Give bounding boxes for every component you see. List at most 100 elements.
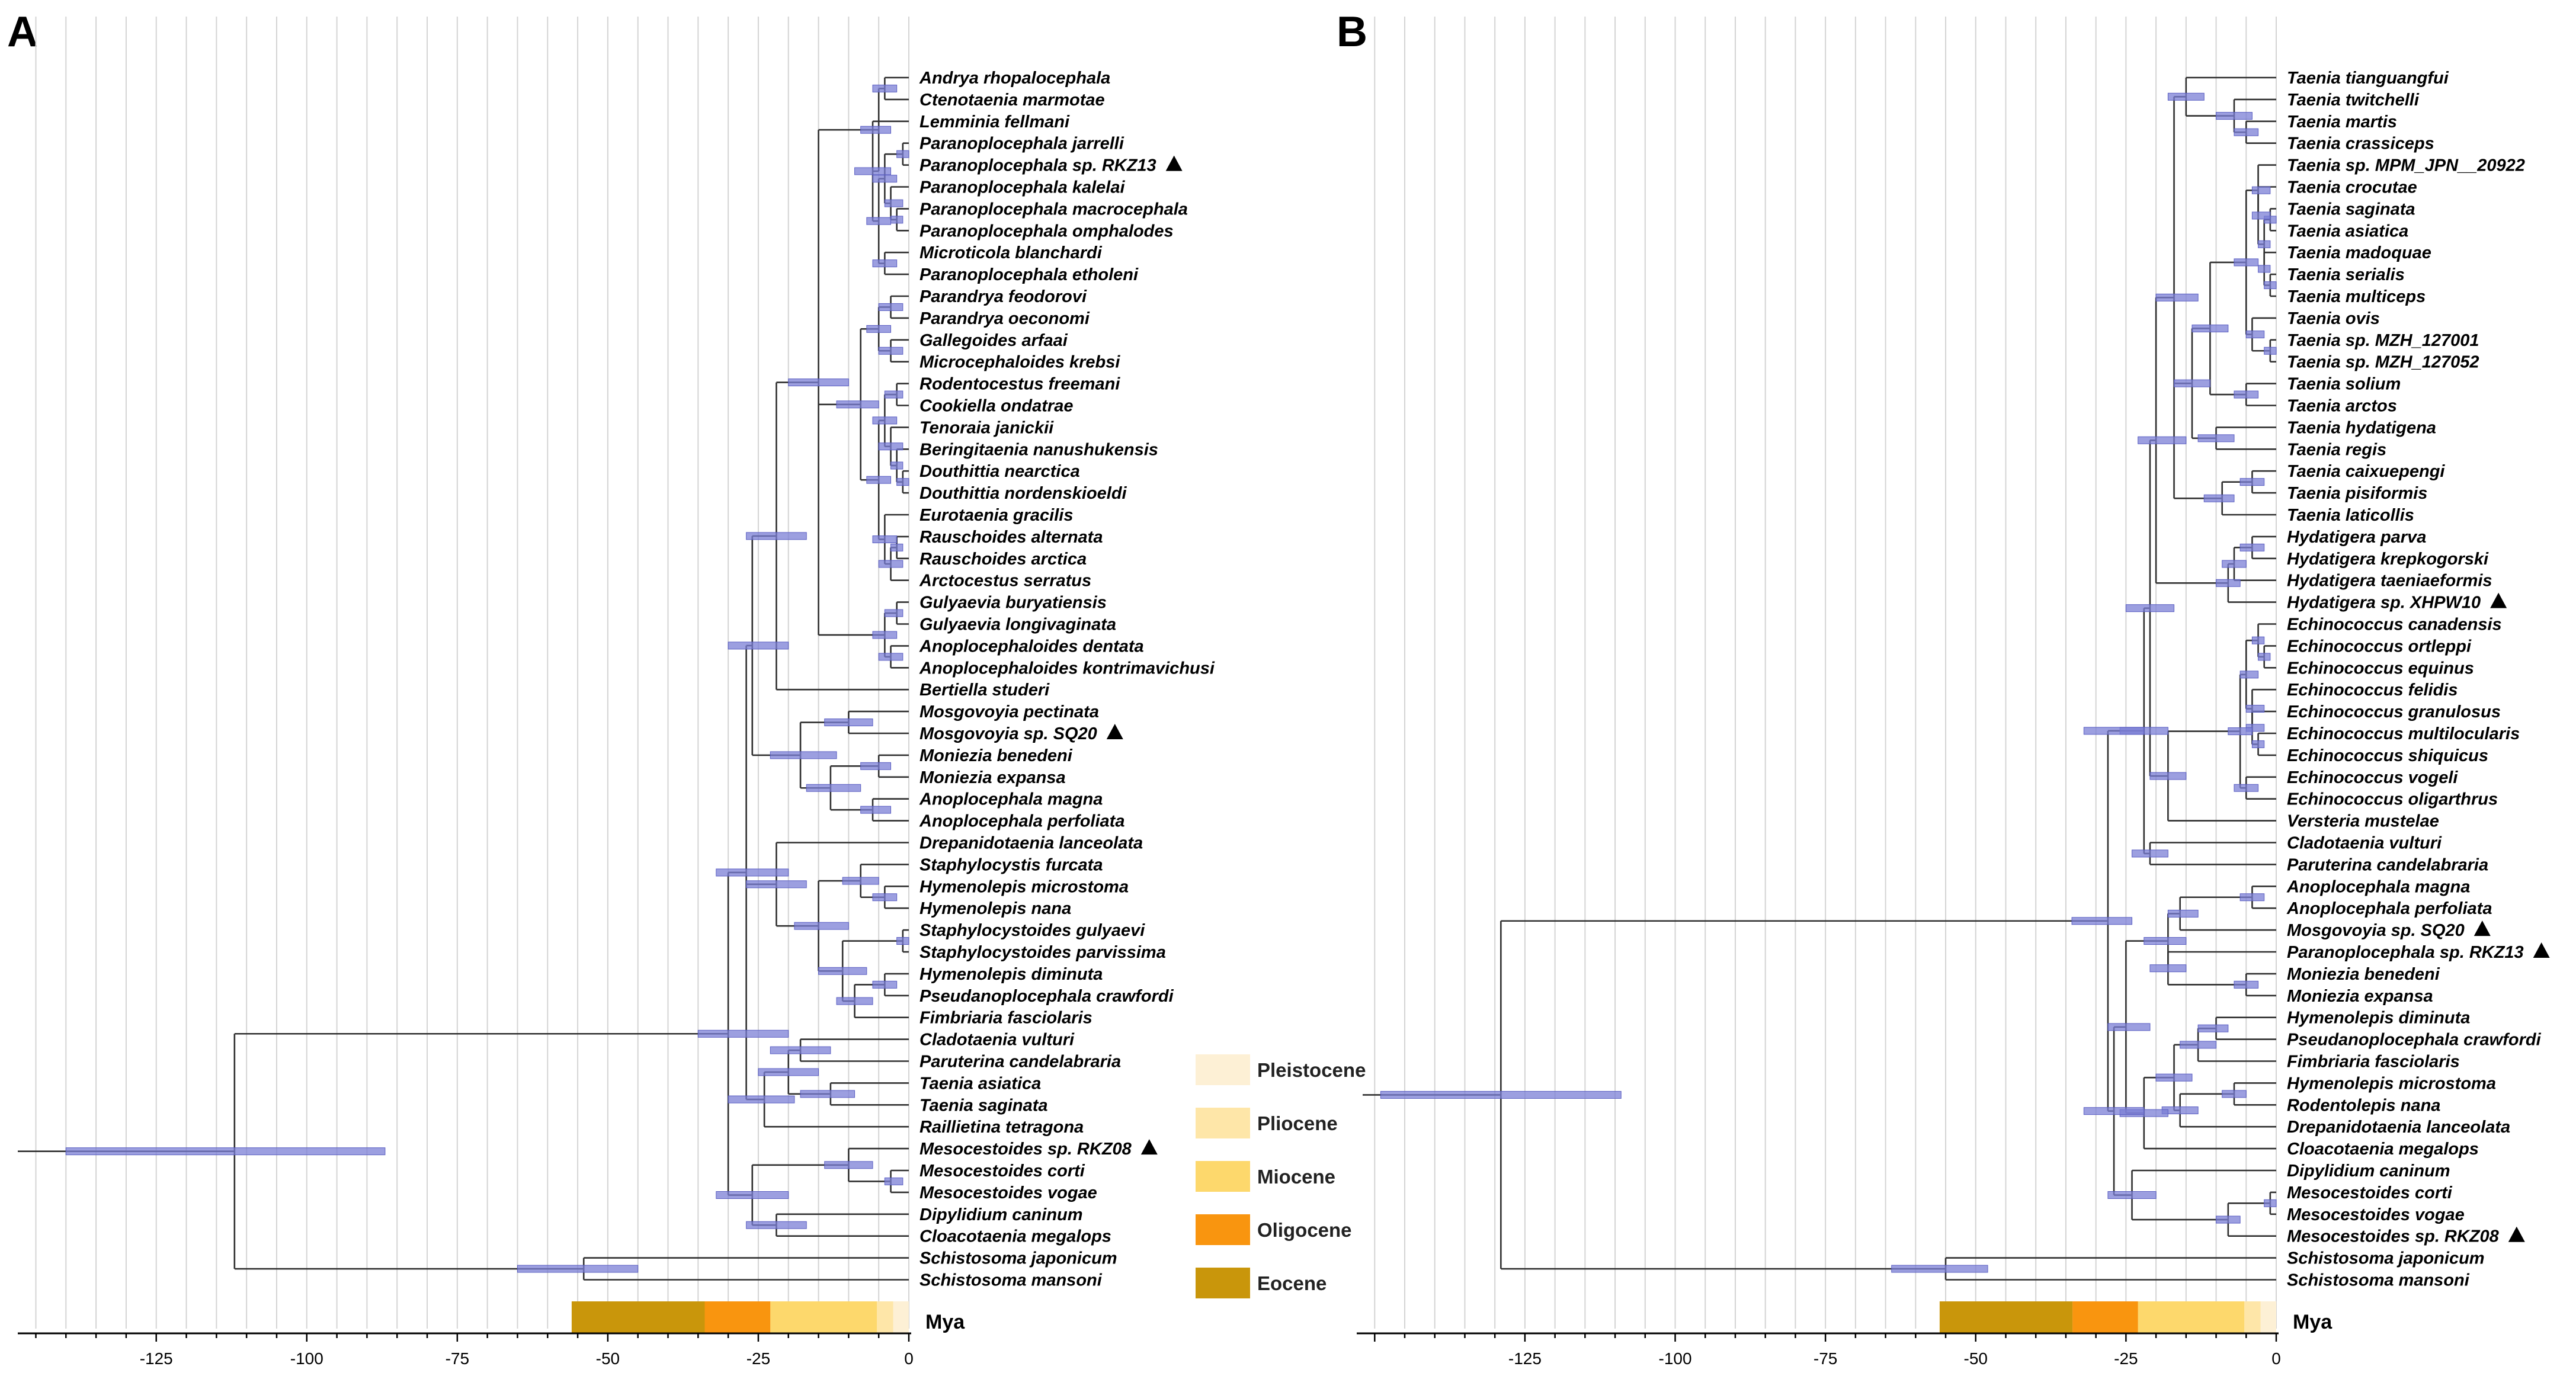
hpd-interval-bar	[872, 416, 898, 425]
hpd-interval-bar	[806, 784, 861, 792]
hpd-interval-bar	[878, 560, 903, 568]
new-sample-triangle-icon	[1106, 724, 1123, 739]
taxon-label: Staphylocystoides parvissima	[919, 943, 1166, 962]
taxon-label: Echinococcus shiquicus	[2287, 746, 2488, 765]
legend-label-eocene: Eocene	[1257, 1272, 1327, 1294]
hpd-interval-bar	[2149, 772, 2187, 780]
hpd-interval-bar	[2245, 704, 2265, 713]
hpd-interval-bar	[884, 390, 903, 399]
new-sample-triangle-icon	[1140, 1139, 1158, 1155]
hpd-interval-bar	[890, 216, 903, 224]
hpd-interval-bar	[872, 893, 898, 902]
taxon-label: Dipylidium caninum	[919, 1205, 1083, 1224]
taxon-label: Taenia saginata	[2287, 200, 2415, 219]
hpd-interval-bar	[2239, 543, 2265, 551]
taxon-label: Taenia madoquae	[2287, 243, 2431, 262]
hpd-interval-bar	[866, 217, 892, 225]
hpd-interval-bar	[2197, 1024, 2229, 1032]
hpd-interval-bar	[716, 1191, 789, 1199]
hpd-interval-bar	[842, 877, 879, 885]
taxon-label: Taenia crocutae	[2287, 178, 2417, 197]
hpd-interval-bar	[872, 259, 898, 268]
epoch-segment-oligocene	[2072, 1301, 2138, 1333]
taxon-label: Taenia martis	[2287, 113, 2397, 131]
taxon-label: Taenia multiceps	[2287, 287, 2426, 306]
epoch-segment-pleistocene	[893, 1301, 909, 1333]
taxon-label: Bertiella studeri	[919, 681, 1050, 700]
taxon-label: Hydatigera krepkogorski	[2287, 550, 2489, 569]
epoch-segment-pleistocene	[2260, 1301, 2276, 1333]
taxon-label: Paranoplocephala macrocephala	[919, 200, 1188, 219]
taxon-label: Moniezia expansa	[919, 768, 1066, 787]
hpd-interval-bar	[65, 1147, 386, 1156]
epoch-segment-miocene	[2138, 1301, 2245, 1333]
taxon-label: Raillietina tetragona	[919, 1118, 1084, 1137]
hpd-interval-bar	[872, 631, 898, 639]
taxon-label: Drepanidotaenia lanceolata	[919, 834, 1143, 853]
taxon-label: Echinococcus vogeli	[2287, 768, 2458, 787]
taxon-label: Douthittia nearctica	[919, 462, 1080, 481]
hpd-interval-bar	[2258, 240, 2271, 248]
hpd-interval-bar	[1891, 1265, 1988, 1273]
taxon-label: Andrya rhopalocephala	[919, 69, 1110, 88]
taxon-label: Echinococcus ortleppi	[2287, 637, 2472, 656]
hpd-interval-bar	[2251, 211, 2271, 220]
taxon-label: Staphylocystis furcata	[919, 855, 1103, 874]
hpd-interval-bar	[824, 1161, 873, 1169]
taxon-label: Echinococcus equinus	[2287, 659, 2474, 678]
hpd-interval-bar	[872, 535, 898, 544]
hpd-interval-bar	[866, 325, 892, 333]
axis-unit-label: Mya	[925, 1311, 965, 1333]
hpd-interval-bar	[2107, 1191, 2157, 1199]
hpd-interval-bar	[746, 532, 807, 540]
taxon-label: Ctenotaenia marmotae	[919, 91, 1105, 110]
hpd-interval-bar	[872, 980, 898, 989]
hpd-interval-bar	[2234, 128, 2259, 136]
hpd-interval-bar	[2071, 917, 2133, 925]
taxon-label: Gallegoides arfaai	[919, 331, 1068, 350]
taxon-label: Taenia pisiformis	[2287, 484, 2427, 503]
taxon-label: Beringitaenia nanushukensis	[919, 440, 1158, 459]
taxon-label: Taenia asiatica	[919, 1074, 1041, 1093]
legend-swatch-miocene	[1196, 1161, 1250, 1192]
axis-unit-label: Mya	[2293, 1311, 2333, 1333]
taxon-label: Moniezia expansa	[2287, 987, 2433, 1006]
legend-swatch-pliocene	[1196, 1108, 1250, 1138]
taxon-label: Taenia saginata	[919, 1096, 1048, 1115]
taxon-label: Cladotaenia vulturi	[2287, 834, 2442, 853]
taxon-label: Hymenolepis diminuta	[919, 965, 1103, 984]
taxon-label: Tenoraia janickii	[919, 418, 1054, 437]
hpd-interval-bar	[854, 167, 892, 175]
taxon-label: Mesocestoides sp. RKZ08	[2287, 1227, 2500, 1246]
taxon-label: Rodentocestus freemani	[919, 375, 1120, 394]
hpd-interval-bar	[788, 379, 849, 387]
taxon-label: Paranoplocephala jarrelli	[919, 134, 1124, 153]
hpd-interval-bar	[2234, 258, 2259, 267]
taxon-label: Taenia ovis	[2287, 309, 2380, 328]
hpd-interval-bar	[2216, 1215, 2241, 1224]
hpd-interval-bar	[884, 199, 903, 207]
hpd-interval-bar	[697, 1029, 789, 1038]
taxon-label: Paranoplocephala sp. RKZ13	[2287, 943, 2524, 962]
taxon-label: Anoplocephaloides kontrimavichusi	[919, 659, 1215, 678]
taxon-label: Fimbriaria fasciolaris	[2287, 1053, 2460, 1072]
hpd-interval-bar	[836, 997, 873, 1005]
new-sample-triangle-icon	[2490, 592, 2507, 608]
hpd-interval-bar	[896, 937, 909, 945]
legend-label-miocene: Miocene	[1257, 1166, 1335, 1188]
hpd-interval-bar	[890, 543, 903, 551]
taxon-label: Cookiella ondatrae	[919, 397, 1073, 416]
taxon-label: Taenia laticollis	[2287, 506, 2414, 525]
hpd-interval-bar	[2149, 964, 2187, 973]
taxon-label: Schistosoma japonicum	[919, 1249, 1117, 1268]
time-axis: -125 -100 -75 -50 -25 0 Mya	[18, 1311, 965, 1368]
taxon-label: Mesocestoides corti	[2287, 1183, 2453, 1202]
time-axis: -125 -100 -75 -50 -25 0 Mya	[1357, 1311, 2333, 1368]
taxon-label: Paranoplocephala kalelai	[919, 178, 1125, 197]
taxon-label: Hymenolepis diminuta	[2287, 1009, 2470, 1028]
hpd-interval-bar	[2264, 281, 2277, 290]
taxon-label: Rauschoides alternata	[919, 528, 1103, 547]
hpd-interval-bar	[2144, 937, 2187, 945]
hpd-bars	[65, 84, 909, 1273]
hpd-interval-bar	[2167, 909, 2199, 918]
